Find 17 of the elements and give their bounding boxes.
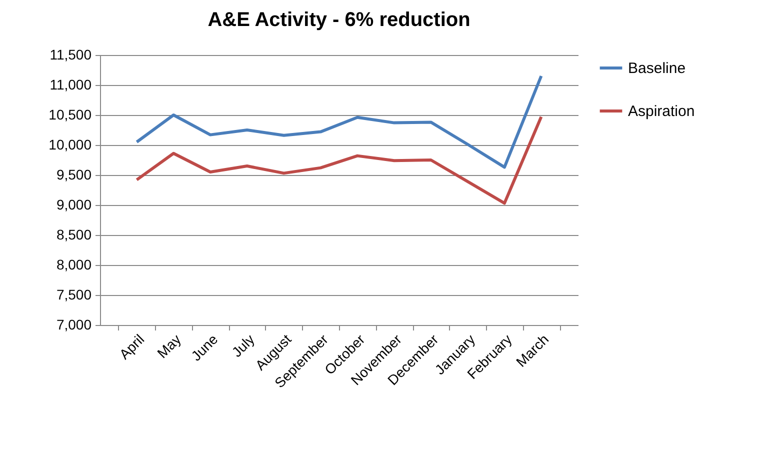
y-tick-label: 10,500 [48, 106, 92, 122]
y-tick-label: 10,000 [48, 136, 92, 152]
y-tick-label: 8,500 [56, 226, 92, 242]
x-tick-label: May [154, 331, 184, 362]
y-tick-label: 8,000 [56, 256, 92, 272]
legend-label: Baseline [628, 60, 686, 77]
y-tick-label: 11,500 [50, 46, 92, 62]
y-tick-label: 11,000 [50, 76, 92, 92]
line-series [135, 74, 543, 169]
legend-label: Aspiration [628, 103, 695, 120]
line-series [135, 115, 543, 205]
chart-title: A&E Activity - 6% reduction [208, 9, 470, 31]
y-tick-label: 7,500 [56, 286, 92, 302]
y-tick-label: 9,500 [56, 166, 92, 182]
y-tick-label: 9,000 [56, 196, 92, 212]
x-tick-label: July [228, 331, 258, 360]
y-tick-label: 7,000 [56, 316, 92, 332]
